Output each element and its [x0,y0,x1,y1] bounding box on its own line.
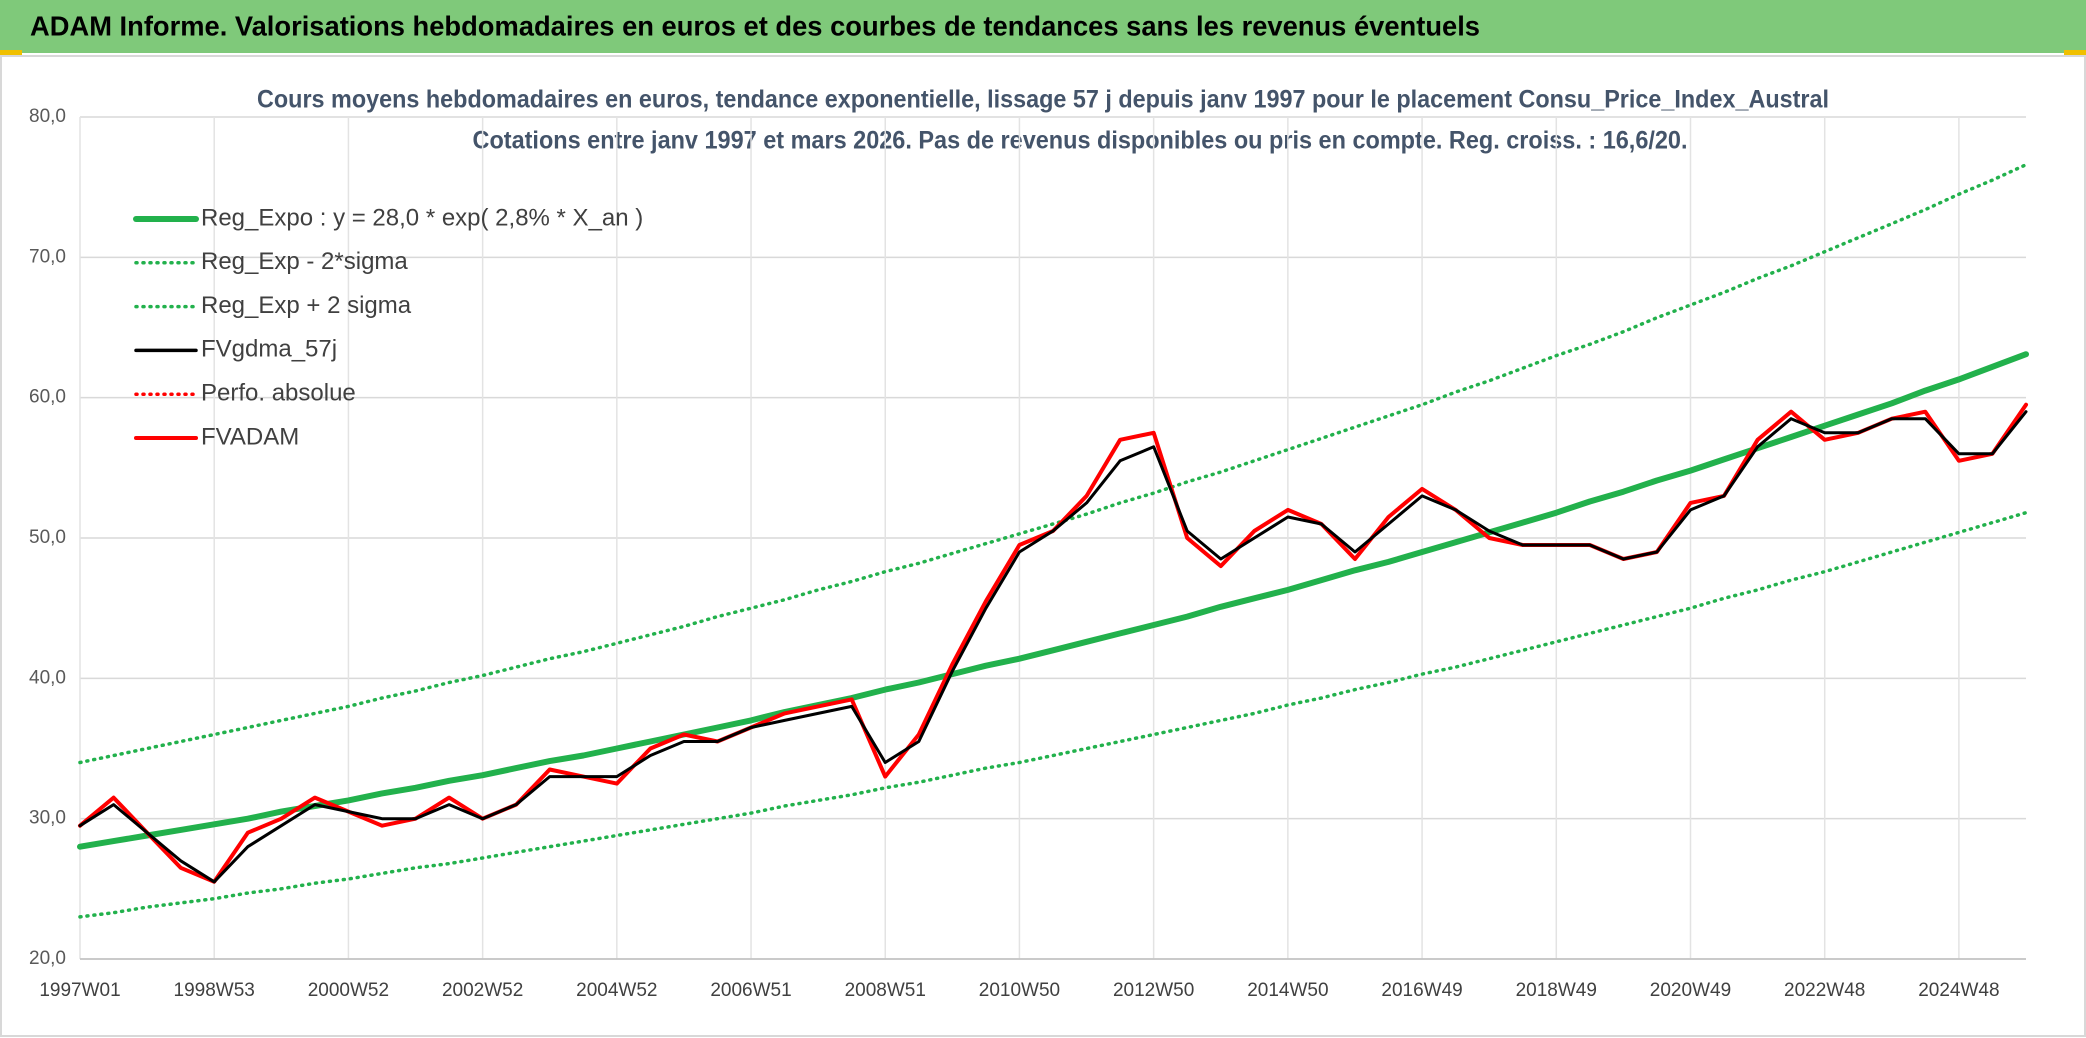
y-tick-label: 30,0 [29,808,66,829]
x-tick-label: 2018W49 [1516,980,1597,1001]
y-tick-label: 50,0 [29,527,66,548]
series-line [78,410,2028,884]
x-tick-label: 1998W53 [174,980,255,1001]
legend-label: Reg_Expo : y = 28,0 * exp( 2,8% * X_an ) [201,204,643,231]
x-tick-label: 2006W51 [710,980,791,1001]
chart-subtitle: Cotations entre janv 1997 et mars 2026. … [473,127,1688,155]
legend-label: FVADAM [201,423,299,450]
series-line [77,351,2029,850]
x-tick-label: 2012W50 [1113,980,1194,1001]
series-line [78,162,2028,765]
page-title: ADAM Informe. Valorisations hebdomadaire… [30,10,1480,41]
corner-mark [0,50,22,56]
y-tick-label: 70,0 [29,246,66,267]
legend-label: Reg_Exp + 2 sigma [201,292,412,319]
x-tick-label: 2020W49 [1650,980,1731,1001]
y-tick-label: 80,0 [29,106,66,127]
x-tick-label: 2014W50 [1247,980,1328,1001]
x-tick-label: 2002W52 [442,980,523,1001]
y-tick-label: 60,0 [29,387,66,408]
x-tick-label: 2008W51 [845,980,926,1001]
x-tick-label: 2024W48 [1918,980,1999,1001]
chart-title: Cours moyens hebdomadaires en euros, ten… [257,86,1829,114]
header-bar [0,0,2086,53]
corner-mark [2064,50,2086,56]
y-tick-label: 20,0 [29,948,66,969]
series-line [78,510,2028,919]
x-tick-label: 2000W52 [308,980,389,1001]
x-tick-label: 2004W52 [576,980,657,1001]
x-tick-label: 1997W01 [39,980,120,1001]
x-tick-label: 2016W49 [1381,980,1462,1001]
x-tick-label: 2010W50 [979,980,1060,1001]
legend-label: Perfo. absolue [201,380,356,407]
x-tick-label: 2022W48 [1784,980,1865,1001]
y-tick-label: 40,0 [29,667,66,688]
legend-label: Reg_Exp - 2*sigma [201,248,408,275]
chart-frame [0,55,2086,1037]
legend-label: FVgdma_57j [201,336,337,363]
